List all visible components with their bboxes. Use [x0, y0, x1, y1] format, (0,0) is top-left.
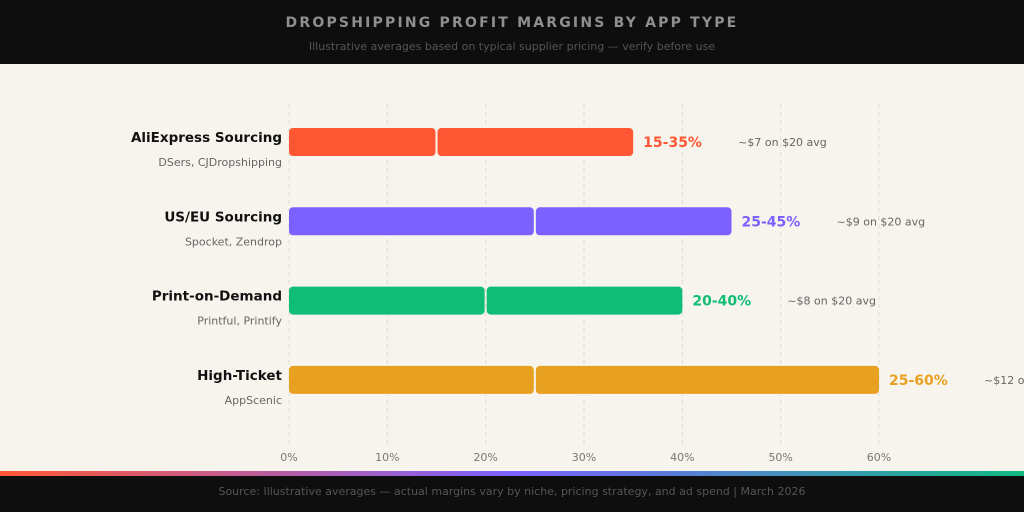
x-tick-label: 0% — [280, 451, 297, 464]
category-apps: Spocket, Zendrop — [185, 235, 282, 248]
category-label: Print-on-Demand — [152, 289, 282, 305]
bar-range-segment — [535, 365, 879, 394]
bar-range-segment — [486, 286, 683, 315]
bar-range-segment — [535, 207, 732, 236]
x-tick-label: 30% — [572, 451, 596, 464]
bar-range-segment — [437, 128, 634, 156]
profit-note: ~$8 on $20 avg — [787, 295, 876, 308]
bar-base-segment — [289, 286, 485, 315]
profit-note: ~$9 on $20 avg — [837, 215, 926, 228]
range-label: 20-40% — [692, 294, 751, 310]
range-label: 25-45% — [742, 214, 801, 230]
footer: Source: Illustrative averages — actual m… — [0, 476, 1024, 512]
range-label: 25-60% — [889, 373, 948, 389]
gradient-divider — [0, 471, 1024, 476]
header: DROPSHIPPING PROFIT MARGINS BY APP TYPE … — [0, 0, 1024, 64]
category-apps: AppScenic — [225, 394, 282, 407]
x-tick-label: 10% — [375, 451, 399, 464]
x-tick-label: 40% — [670, 451, 694, 464]
category-label: AliExpress Sourcing — [131, 130, 282, 146]
profit-note: ~$12 on $20 avg — [984, 374, 1024, 387]
profit-note: ~$7 on $20 avg — [738, 136, 827, 149]
category-label: High-Ticket — [197, 368, 282, 384]
category-label: US/EU Sourcing — [164, 209, 282, 225]
x-tick-label: 50% — [768, 451, 792, 464]
x-tick-label: 20% — [473, 451, 497, 464]
source-note: Source: Illustrative averages — actual m… — [218, 485, 806, 498]
category-apps: Printful, Printify — [197, 315, 282, 328]
category-apps: DSers, CJDropshipping — [158, 156, 282, 169]
bar-base-segment — [289, 365, 534, 394]
x-tick-label: 60% — [867, 451, 891, 464]
chart-title: DROPSHIPPING PROFIT MARGINS BY APP TYPE — [285, 15, 739, 31]
bar-base-segment — [289, 128, 436, 156]
range-label: 15-35% — [643, 135, 702, 151]
chart-subtitle: Illustrative averages based on typical s… — [308, 40, 716, 53]
bar-base-segment — [289, 207, 534, 236]
plot-area: 0% 10% 20% 30% 40% 50% 60% AliExpress Sourcing D… — [131, 104, 1024, 464]
